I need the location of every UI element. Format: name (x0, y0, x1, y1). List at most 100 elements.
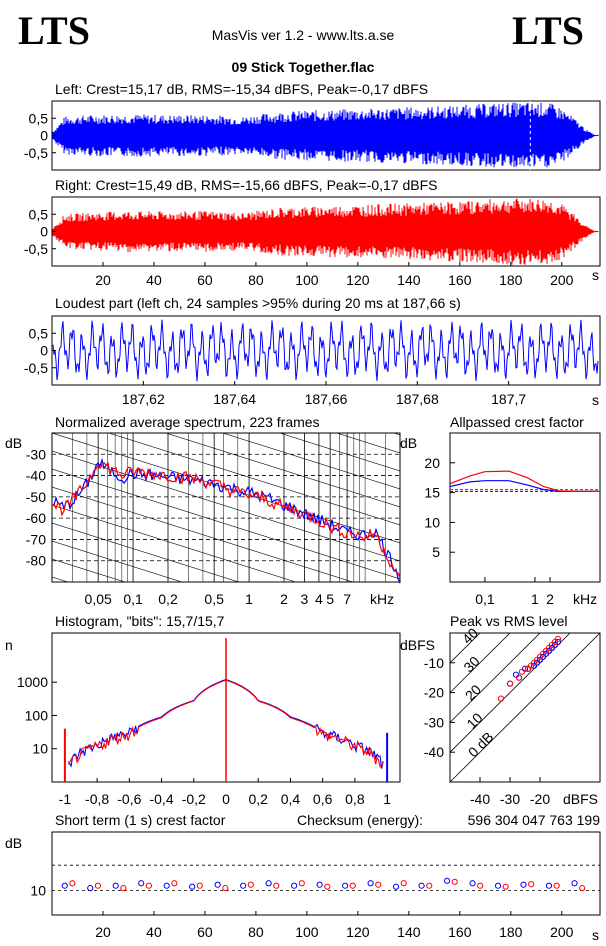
crest-xtick-label: 2 (546, 591, 554, 607)
stcf-point-1 (579, 885, 586, 892)
histogram-xtick-label: -1 (59, 791, 72, 807)
stcf-point-0 (138, 880, 145, 887)
pvr-point-0 (554, 638, 562, 646)
stcf-point-1 (349, 882, 356, 889)
logo-right: LTS (512, 8, 584, 53)
spectrum-series-1 (51, 461, 401, 578)
stcf-point-1 (375, 881, 382, 888)
histogram-xtick-label: -0,2 (182, 791, 206, 807)
pvr-frame (449, 632, 601, 783)
stcf-xtick-label: 20 (95, 924, 111, 940)
spectrum-slope-line (335, 433, 400, 454)
stcf-point-1 (222, 885, 229, 892)
stcf-point-0 (342, 882, 349, 889)
histogram-ylabel: n (5, 637, 13, 653)
pvr-crest-diagonal (449, 632, 481, 664)
stcf-point-0 (291, 882, 298, 889)
spectrum-xunit: kHz (370, 591, 394, 607)
stcf-point-1 (196, 882, 203, 889)
checksum-value: 596 304 047 763 199 (468, 812, 601, 828)
stcf-xtick-label: 80 (248, 924, 264, 940)
pvr-point-1 (506, 680, 514, 687)
pvr-crest-diagonal (449, 632, 511, 693)
stcf-point-1 (528, 881, 535, 888)
stcf-xtick-label: 60 (197, 924, 213, 940)
pvr-xtick-label: -40 (470, 791, 490, 807)
stcf-point-1 (426, 882, 433, 889)
stcf-point-0 (189, 883, 196, 890)
stcf-point-0 (443, 877, 451, 884)
stcf-ytick-label: 10 (30, 883, 46, 899)
right-wave-xtick-label: 40 (146, 272, 162, 288)
stcf-point-0 (316, 881, 323, 888)
pvr-xunit: dBFS (563, 791, 598, 807)
stcf-xtick-label: 160 (448, 924, 472, 940)
histogram-ytick-label: 1000 (17, 674, 48, 690)
left-wave-ytick-label: 0,5 (29, 110, 49, 126)
spectrum-slope-line (107, 433, 400, 526)
spectrum-xtick-label: 0,1 (123, 591, 143, 607)
right-wave-xtick-label: 140 (397, 272, 421, 288)
stcf-xunit: s (592, 927, 599, 943)
right-wave-xtick-label: 80 (248, 272, 264, 288)
loudest-xtick-label: 187,7 (491, 391, 526, 407)
crest-ytick-label: 20 (424, 455, 440, 471)
stcf-point-0 (240, 882, 247, 889)
stcf-point-1 (273, 882, 280, 889)
stcf-xtick-label: 40 (146, 924, 162, 940)
right-wave-ytick-label: 0,5 (29, 206, 49, 222)
pvr-point-1 (554, 635, 562, 643)
spectrum-xtick-label: 5 (326, 591, 334, 607)
histogram-xtick-label: -0,6 (117, 791, 141, 807)
spectrum-slope-line (52, 558, 126, 582)
spectrum-ytick-label: -70 (26, 531, 46, 547)
histogram-xtick-label: 0,4 (281, 791, 301, 807)
loudest-signal (52, 319, 599, 382)
stcf-point-0 (571, 880, 578, 887)
spectrum-slope-line (52, 504, 297, 582)
loudest-xtick-label: 187,62 (122, 391, 165, 407)
pvr-crest-diagonal (449, 632, 541, 723)
stcf-xtick-label: 140 (397, 924, 421, 940)
stcf-point-1 (400, 880, 407, 887)
spectrum-xtick-label: 2 (280, 591, 288, 607)
left-wave-ytick-label: 0 (40, 128, 48, 144)
crest-xunit: kHz (573, 591, 597, 607)
stcf-point-0 (112, 882, 119, 889)
spectrum-xtick-label: 0,05 (85, 591, 112, 607)
loudest-ytick-label: 0 (40, 343, 48, 359)
stcf-point-1 (145, 882, 152, 889)
stcf-point-1 (553, 882, 560, 889)
pvr-xtick-label: -20 (530, 791, 550, 807)
histogram-xtick-label: -0,4 (149, 791, 173, 807)
stcf-point-1 (171, 880, 178, 887)
stcf-frame (51, 831, 601, 916)
spectrum-ytick-label: -30 (26, 446, 46, 462)
stcf-point-1 (247, 881, 254, 888)
left-wave-title: Left: Crest=15,17 dB, RMS=-15,34 dBFS, P… (55, 81, 428, 97)
pvr-crest-diagonal (449, 632, 601, 783)
left-wave-ytick-label: -0,5 (24, 145, 48, 161)
pvr-ytick-label: -20 (424, 685, 444, 701)
crest-frame (449, 432, 601, 583)
stcf-xtick-label: 120 (346, 924, 370, 940)
file-name: 09 Stick Together.flac (232, 59, 375, 75)
right-wave-signal (52, 198, 599, 265)
crest-ytick-label: 5 (432, 544, 440, 560)
pvr-title: Peak vs RMS level (450, 613, 567, 629)
pvr-point-0 (512, 671, 520, 678)
spectrum-slope-line (52, 235, 400, 345)
crest-xtick-label: 0,1 (475, 591, 495, 607)
crest-ytick-label: 10 (424, 514, 440, 530)
stcf-point-0 (545, 882, 553, 889)
stcf-xtick-label: 180 (499, 924, 523, 940)
pvr-ytick-label: -30 (424, 714, 444, 730)
histogram-title: Histogram, "bits": 15,7/15,7 (55, 613, 225, 629)
pvr-ytick-label: -40 (424, 744, 444, 760)
pvr-xtick-label: -30 (500, 791, 520, 807)
right-wave-ytick-label: -0,5 (24, 241, 48, 257)
spectrum-ytick-label: -50 (26, 489, 46, 505)
stcf-point-0 (494, 882, 502, 889)
app-title: MasVis ver 1.2 - www.lts.a.se (212, 27, 395, 43)
